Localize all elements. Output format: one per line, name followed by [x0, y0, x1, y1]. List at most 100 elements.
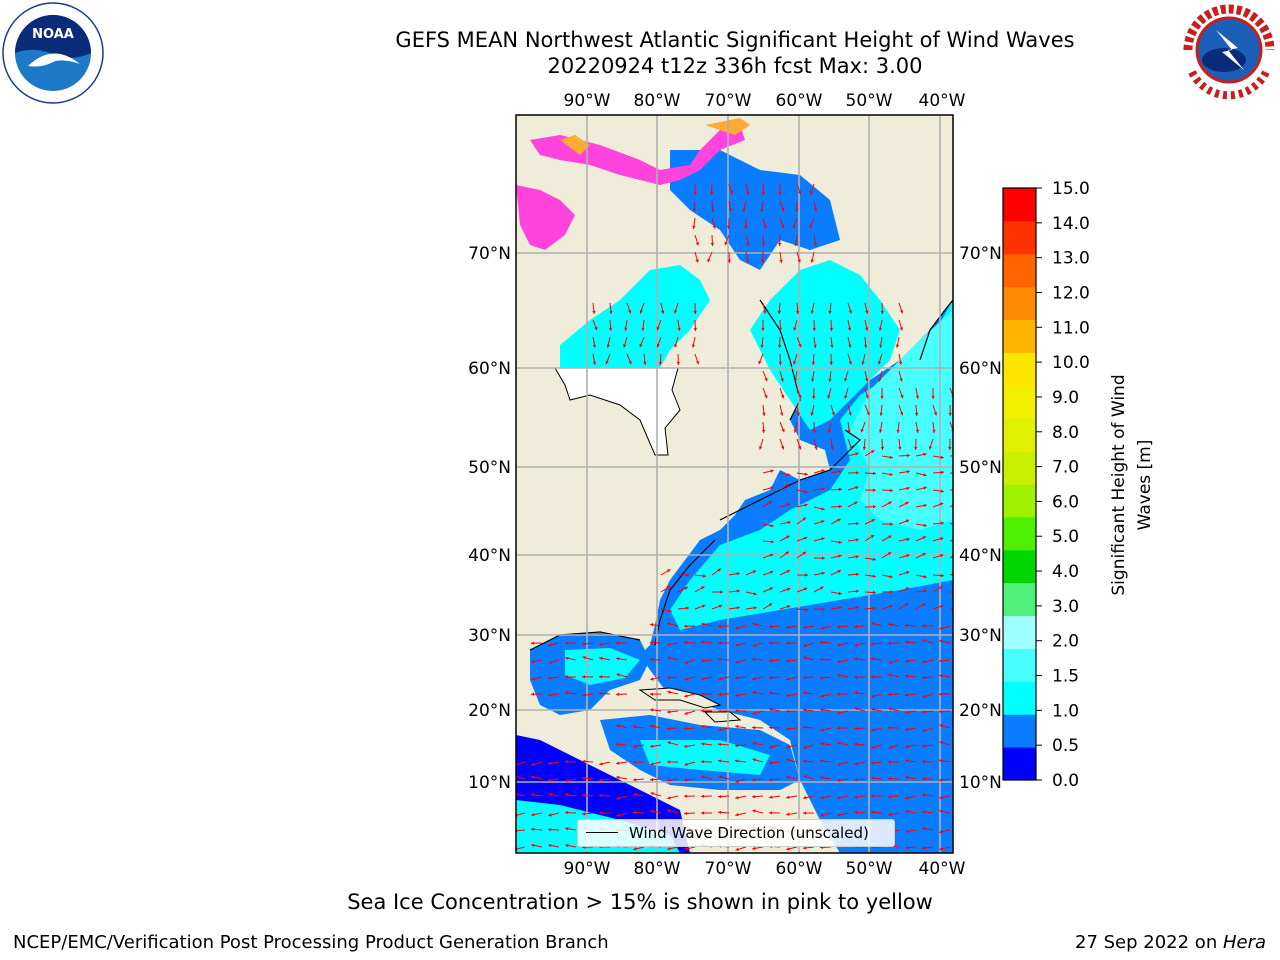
wave-direction-arrowhead	[763, 310, 767, 314]
wave-direction-arrowhead	[821, 537, 825, 541]
wave-direction-arrowhead	[760, 344, 764, 348]
wave-direction-arrowhead	[878, 378, 882, 382]
wave-direction-arrowhead	[923, 486, 927, 490]
wave-direction-arrowhead	[605, 360, 609, 365]
wave-direction-arrow	[949, 608, 953, 611]
wave-direction-arrowhead	[565, 810, 569, 815]
wave-direction-arrowhead	[855, 471, 859, 475]
wave-direction-arrowhead	[701, 725, 705, 729]
wave-direction-arrowhead	[643, 361, 647, 365]
wave-direction-arrowhead	[633, 778, 637, 782]
wave-direction-arrowhead	[624, 327, 628, 331]
wave-direction-arrowhead	[837, 741, 841, 745]
wave-direction-arrowhead	[778, 327, 783, 331]
wave-direction-arrowhead	[848, 310, 852, 314]
wave-direction-arrowhead	[854, 657, 858, 661]
wave-direction-arrowhead	[650, 724, 654, 728]
map-frame	[515, 114, 954, 854]
colorbar-segment	[1003, 714, 1036, 748]
wave-direction-arrowhead	[906, 554, 910, 558]
colorbar-segment	[1003, 220, 1036, 255]
wave-direction-arrowhead	[692, 225, 696, 229]
wave-direction-arrowhead	[742, 208, 746, 212]
wave-direction-arrowhead	[915, 429, 920, 433]
wave-direction-arrowhead	[827, 429, 832, 433]
wave-direction-arrowhead	[786, 812, 790, 816]
wave-direction-arrowhead	[599, 656, 603, 660]
wave-direction-arrowhead	[854, 742, 858, 746]
wave-direction-arrowhead	[787, 605, 791, 609]
wave-direction-arrowhead	[872, 574, 876, 578]
wave-direction-arrowhead	[855, 555, 859, 559]
wave-direction-arrowhead	[684, 744, 688, 748]
wave-direction-arrowhead	[769, 778, 773, 782]
wave-direction-arrowhead	[906, 470, 910, 474]
lat-label-left: 40°N	[468, 546, 511, 566]
colorbar-tick-label: 14.0	[1052, 214, 1090, 234]
wave-direction-arrowhead	[712, 225, 716, 229]
wave-direction-arrowhead	[814, 208, 818, 212]
wave-direction-arrowhead	[787, 473, 791, 477]
wave-direction-arrowhead	[871, 675, 875, 679]
wave-direction-arrowhead	[684, 762, 688, 766]
wave-direction-arrowhead	[837, 625, 841, 629]
wave-direction-arrowhead	[898, 361, 903, 365]
wave-direction-arrowhead	[855, 538, 859, 542]
wave-direction-arrowhead	[769, 570, 774, 574]
wave-direction-arrowhead	[752, 570, 757, 574]
colorbar-segment	[1003, 352, 1036, 386]
wave-direction-arrowhead	[650, 692, 654, 696]
wave-direction-arrowhead	[855, 452, 859, 456]
wave-direction-arrowhead	[796, 412, 800, 416]
wave-direction-arrowhead	[752, 726, 756, 730]
wave-direction-arrowhead	[803, 811, 807, 815]
wave-direction-arrowhead	[548, 643, 552, 647]
wave-direction-arrowhead	[804, 490, 808, 494]
wave-direction-arrowhead	[762, 412, 766, 416]
lon-label-bottom: 90°W	[564, 859, 611, 879]
wave-direction-arrowhead	[887, 552, 892, 556]
wave-direction-arrowhead	[854, 501, 858, 505]
wave-direction-arrowhead	[872, 471, 876, 476]
wave-direction-arrowhead	[820, 640, 824, 645]
wave-direction-arrowhead	[531, 762, 535, 766]
wave-direction-arrowhead	[674, 310, 678, 314]
wave-direction-arrowhead	[809, 224, 813, 229]
wave-direction-arrowhead	[939, 795, 943, 800]
wave-direction-arrowhead	[781, 394, 785, 399]
wave-direction-arrowhead	[794, 242, 798, 246]
wave-direction-arrowhead	[888, 707, 892, 711]
caribbean-wave-band	[640, 740, 770, 775]
wave-direction-arrowhead	[780, 378, 784, 382]
wave-direction-arrowhead	[735, 759, 739, 763]
wave-direction-arrowhead	[844, 378, 848, 382]
wave-direction-arrowhead	[889, 472, 893, 476]
wave-direction-arrowhead	[889, 455, 893, 459]
wave-direction-arrowhead	[718, 759, 722, 763]
wave-direction-arrowhead	[798, 445, 802, 450]
lon-label-bottom: 80°W	[634, 859, 681, 879]
wave-direction-arrowhead	[650, 744, 654, 748]
wave-direction-arrowhead	[837, 643, 841, 647]
wave-direction-arrowhead	[906, 571, 910, 575]
wave-direction-arrowhead	[888, 745, 892, 749]
wave-direction-arrowhead	[667, 622, 671, 626]
wave-direction-arrowhead	[582, 759, 586, 764]
wave-direction-arrowhead	[888, 760, 892, 764]
chart-subtitle: 20220924 t12z 336h fcst Max: 3.00	[547, 54, 923, 78]
wave-direction-arrowhead	[872, 606, 876, 610]
legend-label: Wind Wave Direction (unscaled)	[629, 824, 869, 842]
wave-direction-arrowhead	[915, 395, 919, 399]
coastline	[759, 299, 801, 421]
wave-direction-arrowhead	[769, 553, 774, 557]
credit-left: NCEP/EMC/Verification Post Processing Pr…	[13, 932, 609, 953]
wave-direction-arrowhead	[847, 327, 852, 331]
wave-direction-arrowhead	[880, 310, 884, 314]
lat-label-left: 20°N	[468, 701, 511, 721]
wave-direction-arrowhead	[914, 412, 919, 416]
wave-direction-arrowhead	[685, 606, 689, 610]
wave-direction-arrowhead	[905, 759, 909, 763]
wave-direction-arrowhead	[837, 673, 841, 678]
wave-direction-arrow	[949, 504, 953, 508]
sea-ice-note: Sea Ice Concentration > 15% is shown in …	[347, 890, 933, 914]
